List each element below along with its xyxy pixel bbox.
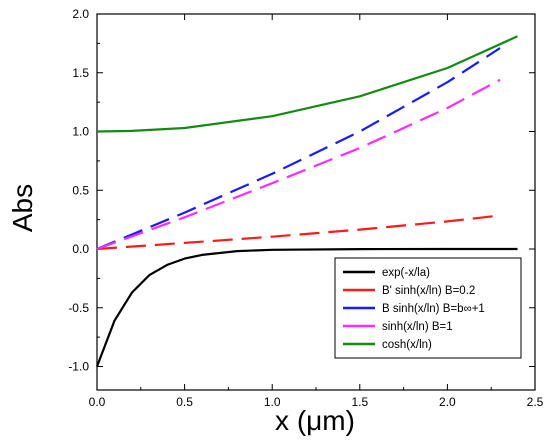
y-tick-label: -1.0 [68,360,89,374]
labels-layer: 0.0 0.5 1.0 1.5 2.0 2.5 -1.0 -0.5 0.0 0.5 1.0 1.5 2.… [68,7,543,409]
legend-label: exp(-x/la) [382,267,430,279]
series-line-1 [95,247,518,367]
x-tick-label: 1.0 [264,395,281,409]
y-tick-label: 0.5 [72,183,89,197]
legend-label: B' sinh(x/ln) B=0.2 [382,285,475,297]
y-tick-label: 1.0 [72,125,89,139]
axes [96,13,536,391]
legend: exp(-x/la) B' sinh(x/ln) B=0.2 B sinh(x/ln… [334,257,522,359]
series-layer [95,35,518,367]
series-line-3 [96,47,501,251]
series-line-5 [96,35,518,133]
legend-label: sinh(x/ln) B=1 [382,321,453,333]
y-tick-label: 0.0 [72,242,89,256]
legend-label: cosh(x/ln) [382,339,432,351]
y-tick-label: 2.0 [72,7,89,21]
legend-label: B sinh(x/ln) B=b∞+1 [382,303,485,315]
y-axis-title: Abs [7,184,38,232]
series-line-4 [96,78,501,251]
y-tick-label: -0.5 [68,301,89,315]
series-line-2 [96,214,501,251]
x-axis-title: x (μm) [275,405,355,436]
y-tick-label: 1.5 [72,66,89,80]
x-tick-label: 2.5 [527,395,544,409]
x-tick-label: 2.0 [439,395,456,409]
x-tick-label: 0.0 [89,395,106,409]
x-tick-label: 0.5 [176,395,193,409]
x-tick-label: 1.5 [351,395,368,409]
